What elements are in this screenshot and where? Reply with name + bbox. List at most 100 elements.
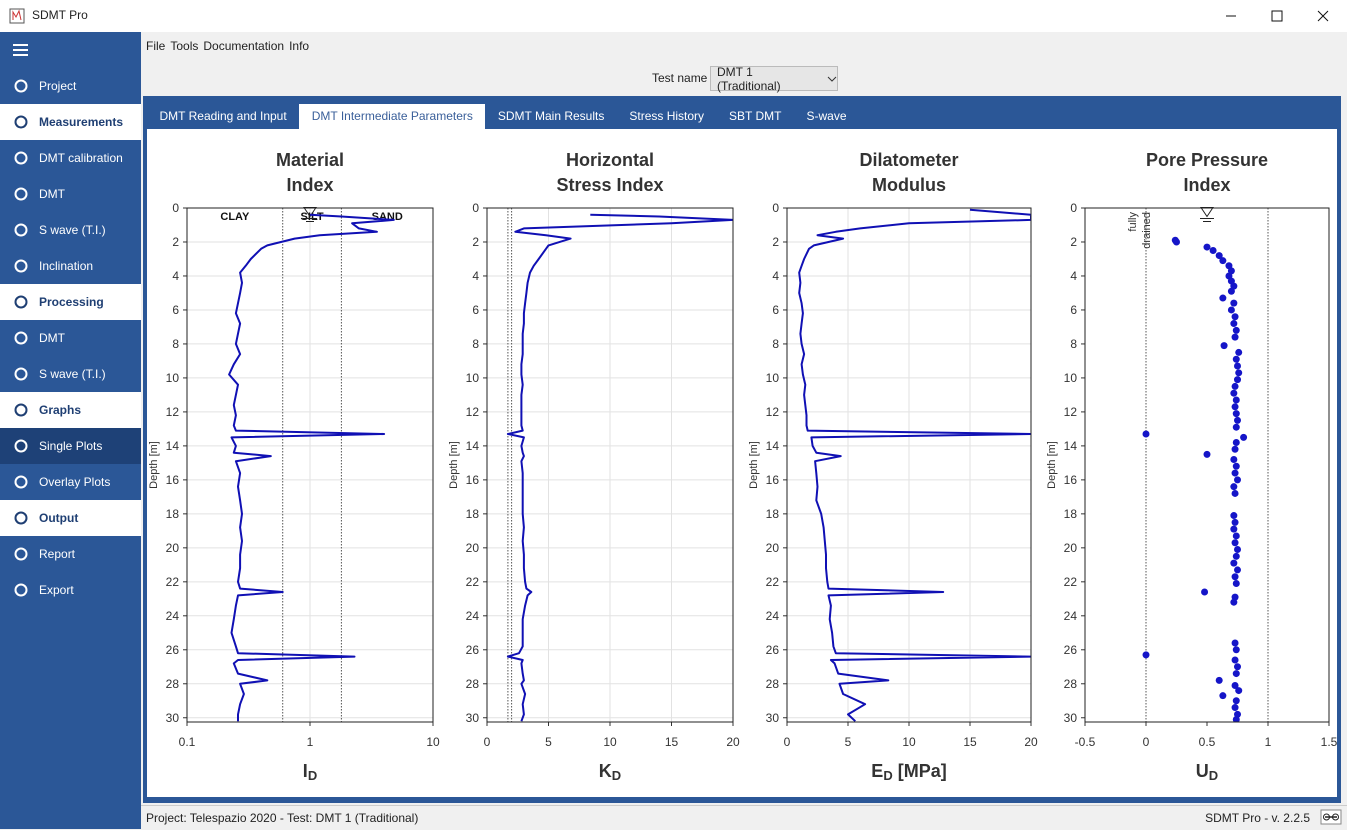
- chart-panel: MaterialIndex024681012141618202224262830…: [148, 150, 440, 783]
- y-tick-label: 12: [1064, 405, 1078, 419]
- y-tick-label: 28: [166, 677, 180, 691]
- x-tick-label: 20: [1024, 735, 1038, 749]
- sidebar-icon: [14, 583, 28, 597]
- tab[interactable]: SBT DMT: [729, 109, 782, 123]
- sidebar-item[interactable]: Report: [0, 536, 141, 572]
- y-tick-label: 30: [1064, 711, 1078, 725]
- tab[interactable]: DMT Intermediate Parameters: [299, 104, 486, 129]
- y-tick-label: 28: [1064, 677, 1078, 691]
- x-label-main: I: [303, 761, 308, 781]
- sidebar-item[interactable]: Single Plots: [0, 428, 141, 464]
- profile-line: [228, 213, 395, 722]
- sidebar-item[interactable]: DMT: [0, 176, 141, 212]
- data-point: [1203, 450, 1211, 458]
- chart-panel: Pore PressureIndex0246810121416182022242…: [1046, 150, 1338, 783]
- zone-label: CLAY: [220, 211, 250, 223]
- data-point: [1235, 369, 1243, 377]
- y-tick-label: 22: [1064, 575, 1078, 589]
- data-point: [1231, 445, 1239, 453]
- menu-item[interactable]: Documentation: [203, 39, 285, 53]
- sidebar-icon: [14, 511, 28, 525]
- data-point: [1230, 389, 1238, 397]
- tab[interactable]: Stress History: [629, 109, 705, 123]
- y-tick-label: 8: [1070, 337, 1077, 351]
- y-tick-label: 24: [466, 609, 480, 623]
- sidebar-item[interactable]: Output: [0, 500, 141, 536]
- data-point: [1232, 396, 1240, 404]
- y-tick-label: 30: [166, 711, 180, 725]
- data-point: [1232, 697, 1240, 705]
- sidebar-item[interactable]: S wave (T.I.): [0, 212, 141, 248]
- sidebar-label: DMT calibration: [39, 151, 123, 165]
- data-point: [1232, 715, 1240, 722]
- y-tick-label: 16: [466, 473, 480, 487]
- y-tick-label: 28: [766, 677, 780, 691]
- tab[interactable]: DMT Reading and Input: [159, 109, 287, 123]
- sidebar-item[interactable]: S wave (T.I.): [0, 356, 141, 392]
- data-point: [1231, 469, 1239, 477]
- data-point: [1232, 552, 1240, 560]
- x-tick-label: -0.5: [1075, 735, 1096, 749]
- x-axis-label: KD: [599, 761, 621, 783]
- data-point: [1231, 403, 1239, 411]
- sidebar-label: Graphs: [39, 403, 82, 417]
- sidebar-item[interactable]: Processing: [0, 284, 141, 320]
- x-tick-label: 0: [484, 735, 491, 749]
- link-icon[interactable]: [1320, 809, 1342, 825]
- x-tick-label: 10: [603, 735, 617, 749]
- combobox-value: DMT 1 (Traditional): [717, 64, 781, 93]
- menu-item[interactable]: File: [146, 39, 166, 53]
- data-point: [1201, 588, 1209, 596]
- y-tick-label: 14: [466, 439, 480, 453]
- data-point: [1231, 639, 1239, 647]
- data-point: [1234, 566, 1241, 574]
- y-tick-label: 2: [472, 235, 479, 249]
- sidebar: Project Measurements DMT calibration DMT S w…: [0, 32, 141, 829]
- test-name-combobox[interactable]: DMT 1 (Traditional): [710, 64, 838, 93]
- tab[interactable]: S-wave: [806, 109, 847, 123]
- sidebar-item[interactable]: Export: [0, 572, 141, 608]
- data-point: [1231, 382, 1239, 390]
- sidebar-item[interactable]: Overlay Plots: [0, 464, 141, 500]
- tab[interactable]: SDMT Main Results: [497, 109, 605, 123]
- menu-bar: File Tools Documentation Info: [141, 32, 1347, 60]
- chart-title: Pore Pressure: [1146, 150, 1268, 170]
- sidebar-label: Export: [39, 583, 74, 597]
- data-point: [1232, 410, 1240, 418]
- plot-frame: [486, 207, 734, 723]
- x-tick-label: 20: [726, 735, 740, 749]
- window-controls[interactable]: [1210, 0, 1347, 32]
- sidebar-item[interactable]: Graphs: [0, 392, 141, 428]
- sidebar-item[interactable]: DMT: [0, 320, 141, 356]
- hamburger-menu[interactable]: [13, 42, 29, 58]
- zone-label: SAND: [372, 211, 403, 223]
- sidebar-item[interactable]: Inclination: [0, 248, 141, 284]
- y-tick-label: 24: [766, 609, 780, 623]
- data-point: [1230, 455, 1238, 463]
- data-point: [1219, 294, 1227, 302]
- data-point: [1219, 692, 1227, 700]
- sidebar-item[interactable]: Project: [0, 68, 141, 104]
- sidebar-item[interactable]: DMT calibration: [0, 140, 141, 176]
- menu-item[interactable]: Info: [289, 39, 310, 53]
- menu-item[interactable]: Tools: [170, 39, 199, 53]
- y-tick-label: 16: [166, 473, 180, 487]
- x-label-sub: D: [612, 768, 621, 783]
- y-tick-label: 0: [1070, 201, 1077, 215]
- sidebar-item[interactable]: Measurements: [0, 104, 141, 140]
- sidebar-label: Project: [39, 79, 77, 93]
- y-tick-label: 4: [1070, 269, 1077, 283]
- data-point: [1231, 313, 1239, 321]
- profile-line: [506, 213, 733, 722]
- annotation: drained: [1141, 212, 1153, 249]
- y-axis-label: Depth [m]: [148, 441, 160, 489]
- data-point: [1232, 580, 1240, 588]
- x-label-sub: D: [308, 768, 317, 783]
- x-tick-label: 5: [545, 735, 552, 749]
- y-tick-label: 26: [766, 643, 780, 657]
- y-tick-label: 18: [166, 507, 180, 521]
- chart-title: Stress Index: [556, 175, 663, 195]
- y-tick-label: 18: [1064, 507, 1078, 521]
- sidebar-icon: [14, 547, 28, 561]
